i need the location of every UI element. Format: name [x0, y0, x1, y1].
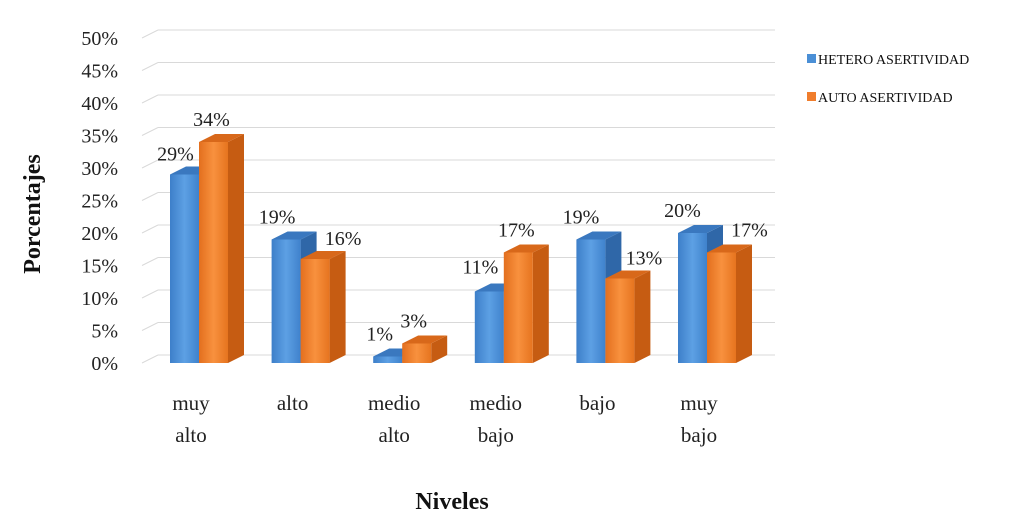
gridline-depth: [141, 192, 159, 201]
bar-top: [503, 244, 549, 253]
x-tick-label: alto: [277, 391, 309, 415]
bar-top: [199, 134, 244, 142]
y-tick-label: 35%: [81, 126, 118, 148]
data-label: 34%: [193, 109, 230, 131]
gridline-depth: [141, 159, 159, 169]
bar-front: [271, 239, 301, 363]
legend-swatch-hetero: [807, 54, 816, 63]
gridline-depth: [141, 94, 159, 104]
y-tick-label: 45%: [81, 61, 118, 83]
bars: [170, 134, 752, 363]
data-label: 13%: [626, 248, 663, 270]
gridline-depth: [141, 62, 159, 71]
gridline-depth: [141, 322, 159, 331]
bar-side: [329, 251, 346, 363]
x-tick-label: bajo: [478, 423, 514, 447]
gridlines: [141, 29, 775, 364]
data-label: 29%: [157, 144, 194, 166]
x-tick-label: muy: [172, 391, 210, 415]
x-tick-label: alto: [175, 423, 207, 447]
bar: [605, 270, 651, 363]
data-label: 19%: [259, 207, 296, 229]
gridline-depth: [141, 354, 159, 364]
bar-front: [402, 343, 432, 363]
x-tick-label: medio: [368, 391, 421, 415]
y-tick-label: 40%: [81, 93, 118, 115]
gridline-depth: [141, 29, 159, 39]
y-tick-label: 30%: [81, 158, 118, 180]
x-axis-title: Niveles: [415, 489, 488, 513]
bar-top: [402, 335, 448, 344]
bar-front: [300, 259, 330, 363]
data-label: 17%: [498, 220, 535, 242]
data-label: 16%: [325, 228, 362, 250]
bar-top: [271, 231, 317, 240]
bar-side: [736, 244, 752, 363]
bar-front: [170, 174, 199, 363]
x-tick-label: bajo: [579, 391, 615, 415]
bar-top: [707, 244, 752, 253]
bar-top: [576, 231, 622, 240]
legend-label-auto: AUTO ASERTIVIDAD: [818, 91, 953, 106]
bar-front: [373, 356, 403, 363]
x-tick-label: medio: [470, 391, 523, 415]
bar-top: [300, 251, 346, 259]
y-tick-label: 50%: [81, 28, 118, 50]
x-tick-label: alto: [378, 423, 410, 447]
bar: [707, 244, 752, 363]
bar: [503, 244, 549, 363]
y-tick-label: 15%: [81, 256, 118, 278]
bar: [402, 335, 448, 363]
bar-top: [605, 270, 651, 279]
bar: [199, 134, 244, 363]
bar-side: [228, 134, 244, 363]
bar-front: [576, 239, 606, 363]
x-axis-categories: muy alto alto medio alto medio bajo bajo muy bajo: [172, 391, 718, 447]
data-label: 17%: [731, 220, 768, 242]
y-tick-label: 10%: [81, 288, 118, 310]
y-tick-label: 0%: [91, 353, 118, 375]
data-labels: 29%34%19%16%1%3%11%17%19%13%20%17%: [157, 109, 768, 346]
y-tick-label: 5%: [91, 321, 118, 343]
bar-side: [431, 335, 448, 363]
bar-front: [474, 291, 504, 363]
legend-swatch-auto: [807, 92, 816, 101]
bar-front: [199, 142, 228, 363]
legend-label-hetero: HETERO ASERTIVIDAD: [818, 53, 969, 68]
bar: [300, 251, 346, 363]
bar-front: [678, 233, 707, 363]
gridline-depth: [141, 127, 159, 136]
y-tick-label: 25%: [81, 191, 118, 213]
bar-front: [605, 278, 635, 363]
gridline-depth: [141, 257, 159, 266]
y-axis-title: Porcentajes: [20, 154, 46, 274]
data-label: 1%: [366, 324, 393, 346]
gridline-depth: [141, 289, 159, 299]
data-label: 19%: [563, 207, 600, 229]
gridline-depth: [141, 224, 159, 234]
bar-top: [678, 225, 723, 233]
data-label: 3%: [400, 311, 427, 333]
bar-front: [707, 252, 736, 363]
y-axis-ticks: 0% 5% 10% 15% 20% 25% 30% 35% 40% 45% 50%: [81, 28, 118, 375]
y-tick-label: 20%: [81, 223, 118, 245]
legend: HETERO ASERTIVIDAD AUTO ASERTIVIDAD: [807, 53, 969, 106]
data-label: 20%: [664, 200, 701, 222]
bar-side: [634, 270, 651, 363]
bar-front: [503, 252, 533, 363]
x-tick-label: muy: [680, 391, 718, 415]
data-label: 11%: [462, 257, 498, 279]
x-tick-label: bajo: [681, 423, 717, 447]
bar-side: [532, 244, 549, 363]
